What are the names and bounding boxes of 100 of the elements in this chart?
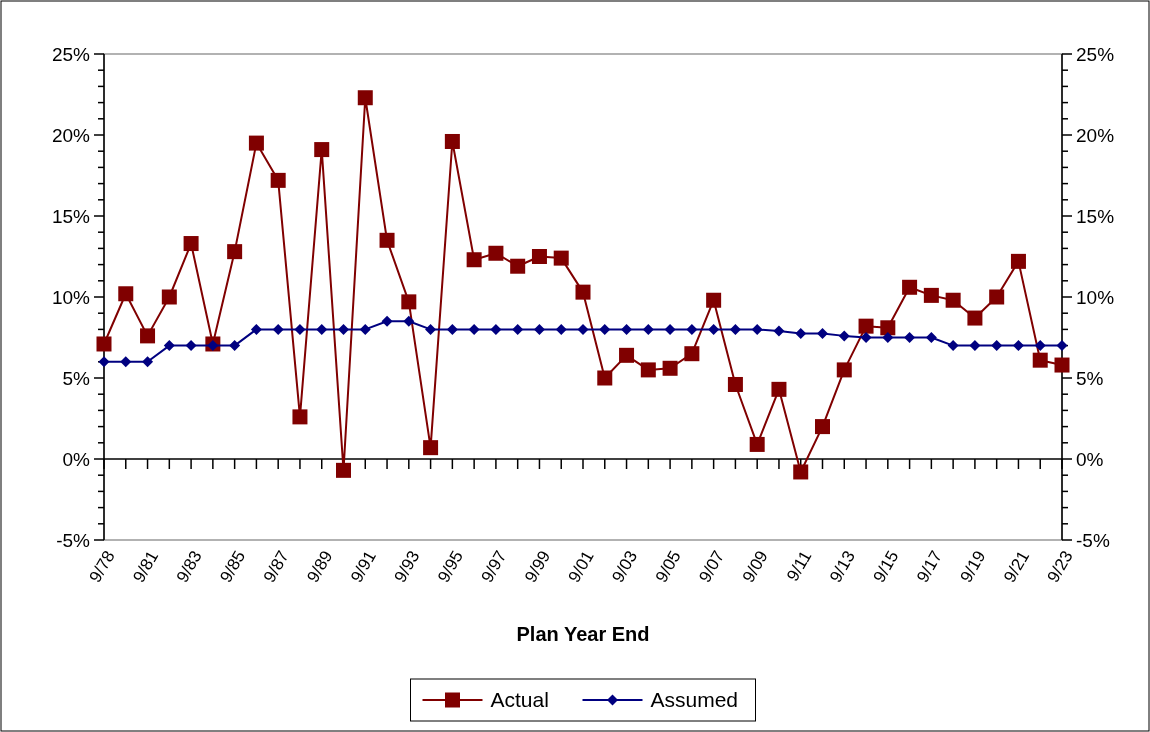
- point: [120, 356, 132, 368]
- point: [795, 327, 807, 339]
- y2-tick-label: 10%: [1076, 286, 1115, 308]
- point: [1054, 357, 1070, 373]
- y-tick-label: 0%: [62, 448, 91, 470]
- point: [466, 252, 482, 268]
- point: [227, 244, 243, 260]
- point: [947, 340, 959, 352]
- point: [923, 287, 939, 303]
- point: [423, 440, 439, 456]
- point: [1032, 352, 1048, 368]
- point: [425, 323, 437, 335]
- y-tick-label: 15%: [51, 205, 91, 227]
- point: [98, 356, 110, 368]
- point: [773, 325, 785, 337]
- point: [838, 330, 850, 342]
- y-tick-label: 20%: [51, 124, 91, 146]
- point: [1034, 340, 1046, 352]
- y-tick-label: -5%: [56, 529, 91, 551]
- point: [749, 436, 765, 452]
- point: [836, 362, 852, 378]
- point: [662, 360, 678, 376]
- point: [359, 323, 371, 335]
- point: [270, 172, 286, 188]
- point: [229, 340, 241, 352]
- y-tick-label: 5%: [62, 367, 91, 389]
- y2-tick-label: 20%: [1076, 124, 1115, 146]
- point: [599, 323, 611, 335]
- point: [904, 332, 916, 343]
- y-tick-label: 25%: [51, 43, 91, 65]
- point: [316, 323, 328, 335]
- point: [619, 347, 635, 363]
- point: [967, 310, 983, 326]
- point: [379, 232, 395, 248]
- point: [860, 332, 872, 343]
- y2-tick-label: -5%: [1076, 529, 1110, 551]
- point: [381, 315, 393, 327]
- point: [140, 328, 156, 344]
- y2-tick-label: 15%: [1076, 205, 1115, 227]
- point: [163, 340, 175, 352]
- y2-tick-label: 25%: [1076, 43, 1115, 65]
- y2-tick-label: 5%: [1076, 367, 1104, 389]
- point: [1056, 340, 1068, 352]
- point: [684, 346, 700, 362]
- point: [817, 327, 828, 339]
- point: [488, 245, 504, 261]
- point: [250, 323, 262, 335]
- point: [882, 332, 894, 343]
- legend-label: Assumed: [650, 688, 739, 712]
- point: [553, 250, 569, 266]
- point: [446, 323, 458, 335]
- point: [272, 323, 284, 335]
- point: [444, 133, 460, 149]
- point: [577, 323, 589, 335]
- point: [555, 323, 567, 335]
- point: [621, 323, 633, 335]
- point: [248, 135, 264, 151]
- point: [727, 376, 743, 392]
- point: [880, 320, 896, 336]
- point: [902, 279, 918, 295]
- point: [468, 323, 480, 335]
- point: [640, 362, 656, 378]
- y-tick-label: 10%: [51, 286, 91, 308]
- point: [708, 323, 720, 335]
- legend-label: Actual: [490, 688, 549, 712]
- point: [1012, 340, 1024, 352]
- point: [118, 286, 134, 302]
- point: [292, 409, 308, 425]
- point: [403, 315, 415, 327]
- point: [597, 370, 613, 386]
- point: [815, 419, 830, 435]
- point: [991, 340, 1003, 352]
- point: [664, 323, 676, 335]
- point: [771, 381, 787, 397]
- point: [925, 332, 937, 343]
- point: [858, 318, 874, 334]
- point: [401, 294, 417, 310]
- point: [793, 464, 809, 480]
- point: [510, 258, 526, 274]
- point: [969, 340, 981, 352]
- point: [531, 249, 547, 264]
- point: [729, 323, 741, 335]
- point: [1010, 253, 1026, 269]
- point: [945, 292, 961, 308]
- point: [142, 356, 154, 368]
- point: [338, 323, 349, 335]
- point: [336, 462, 351, 478]
- point: [185, 340, 197, 352]
- point: [512, 323, 524, 335]
- point: [357, 90, 373, 106]
- point: [490, 323, 502, 335]
- point: [96, 336, 112, 352]
- point: [706, 292, 722, 308]
- point: [294, 323, 306, 335]
- y2-tick-label: 0%: [1076, 448, 1104, 470]
- point: [161, 289, 177, 305]
- point: [989, 289, 1005, 305]
- point: [533, 323, 545, 335]
- x-axis-title: Plan Year End: [516, 623, 650, 645]
- point: [751, 323, 763, 335]
